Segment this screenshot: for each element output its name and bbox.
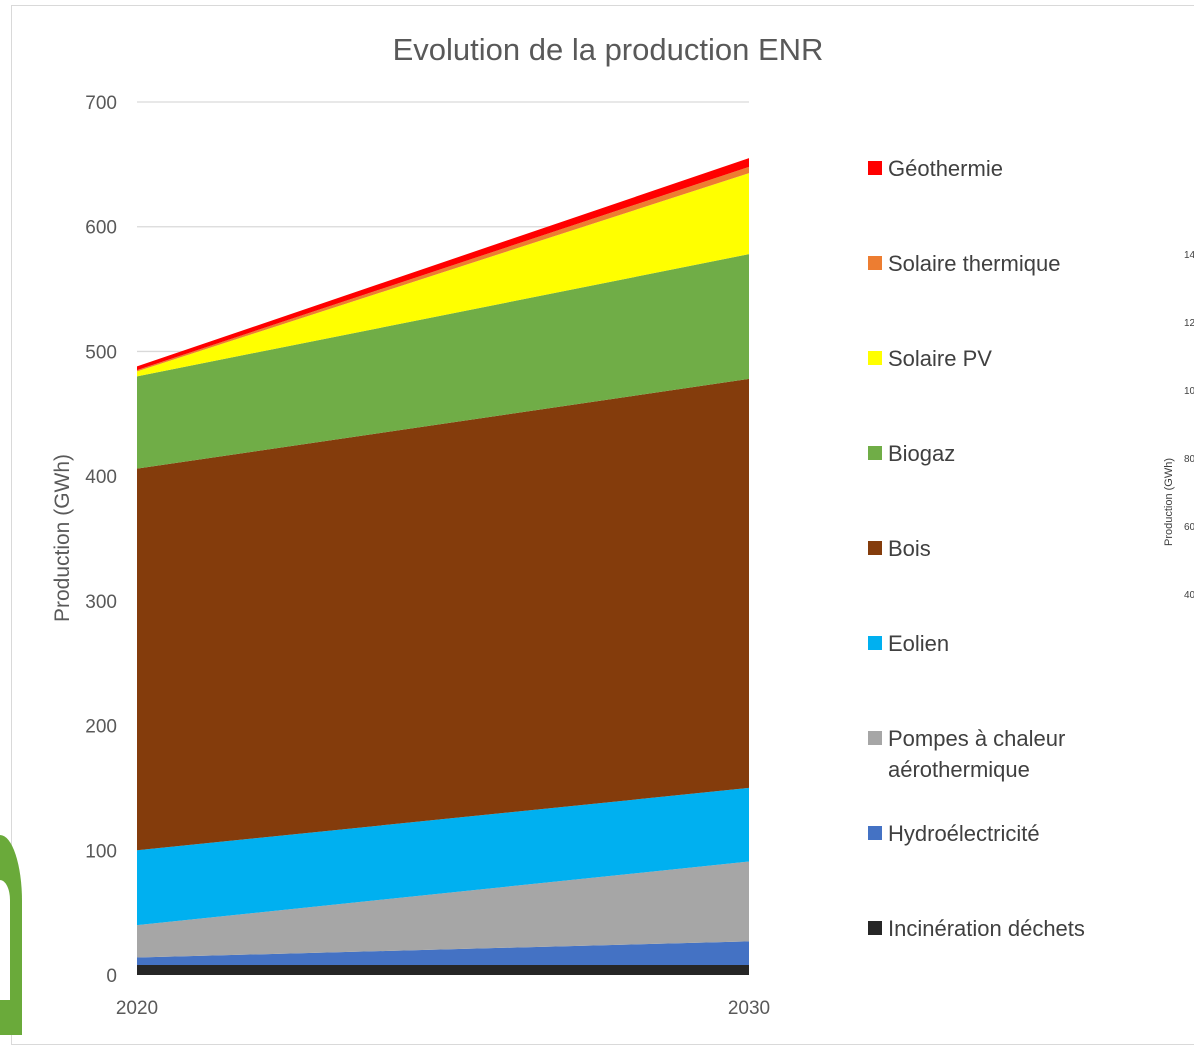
background-tick-label: 60: [1184, 522, 1194, 533]
legend-swatch: [868, 161, 882, 175]
legend-label: Solaire PV: [888, 346, 992, 371]
x-tick-label: 2020: [116, 998, 158, 1019]
legend-label: Hydroélectricité: [888, 821, 1040, 846]
chart-title: Evolution de la production ENR: [393, 32, 824, 67]
legend-swatch: [868, 636, 882, 650]
y-tick-label: 500: [85, 342, 117, 363]
legend-swatch: [868, 731, 882, 745]
y-axis-ticks: 0 100 200 300 400 500 600 700: [85, 93, 117, 987]
y-tick-label: 0: [106, 966, 117, 987]
background-tick-label: 40: [1184, 590, 1194, 600]
legend-swatch: [868, 351, 882, 365]
background-green-shape-inner: [0, 880, 10, 1000]
legend-item-eolien: Eolien: [868, 631, 949, 656]
legend-label: Eolien: [888, 631, 949, 656]
area-hydroelectricite: [137, 941, 749, 966]
legend-label: Géothermie: [888, 156, 1003, 181]
area-eolien: [137, 787, 749, 926]
background-axis-title: Production (GWh): [1163, 458, 1175, 546]
area-solaire-thermique: [137, 166, 749, 372]
x-tick-label: 2030: [728, 998, 770, 1019]
area-incineration-dechets: [137, 965, 749, 975]
legend-item-hydroelectricite: Hydroélectricité: [868, 821, 1040, 846]
legend-item-biogaz: Biogaz: [868, 441, 955, 466]
x-axis-ticks: 2020 2030: [116, 998, 770, 1019]
area-solaire-pv: [137, 173, 749, 377]
legend-item-incineration-dechets: Incinération déchets: [868, 916, 1085, 941]
legend-item-pompes-a-chaleur: Pompes à chaleur aérothermique: [868, 726, 1065, 782]
area-chart: Evolution de la production ENR 0 100 200 30…: [51, 32, 1085, 1019]
y-tick-label: 100: [85, 841, 117, 862]
background-chart-fragment: 14012010080604020Production (GWh): [1163, 250, 1194, 600]
legend-item-bois: Bois: [868, 536, 931, 561]
area-biogaz: [137, 254, 749, 469]
y-tick-label: 200: [85, 717, 117, 738]
background-tick-label: 100: [1184, 386, 1194, 397]
legend-swatch: [868, 256, 882, 270]
legend-swatch: [868, 446, 882, 460]
legend-swatch: [868, 921, 882, 935]
legend: Géothermie Solaire thermique Solaire PV Bio…: [868, 156, 1085, 941]
y-tick-label: 300: [85, 592, 117, 613]
background-tick-label: 120: [1184, 318, 1194, 329]
legend-label: Pompes à chaleur: [888, 726, 1065, 751]
legend-label: Solaire thermique: [888, 251, 1060, 276]
legend-item-solaire-thermique: Solaire thermique: [868, 251, 1060, 276]
y-tick-label: 400: [85, 467, 117, 488]
y-tick-label: 700: [85, 93, 117, 114]
legend-item-geothermie: Géothermie: [868, 156, 1003, 181]
legend-swatch: [868, 541, 882, 555]
legend-swatch: [868, 826, 882, 840]
legend-item-solaire-pv: Solaire PV: [868, 346, 992, 371]
legend-label: Bois: [888, 536, 931, 561]
area-geothermie: [137, 158, 749, 371]
area-bois: [137, 378, 749, 851]
background-tick-label: 140: [1184, 250, 1194, 261]
stacked-areas: [137, 158, 749, 975]
area-pompes-a-chaleur-aerothermique: [137, 861, 749, 958]
legend-label: Biogaz: [888, 441, 955, 466]
background-tick-label: 80: [1184, 454, 1194, 465]
legend-label: Incinération déchets: [888, 916, 1085, 941]
y-tick-label: 600: [85, 218, 117, 239]
y-axis-title: Production (GWh): [51, 454, 74, 622]
legend-label-line2: aérothermique: [888, 757, 1030, 782]
